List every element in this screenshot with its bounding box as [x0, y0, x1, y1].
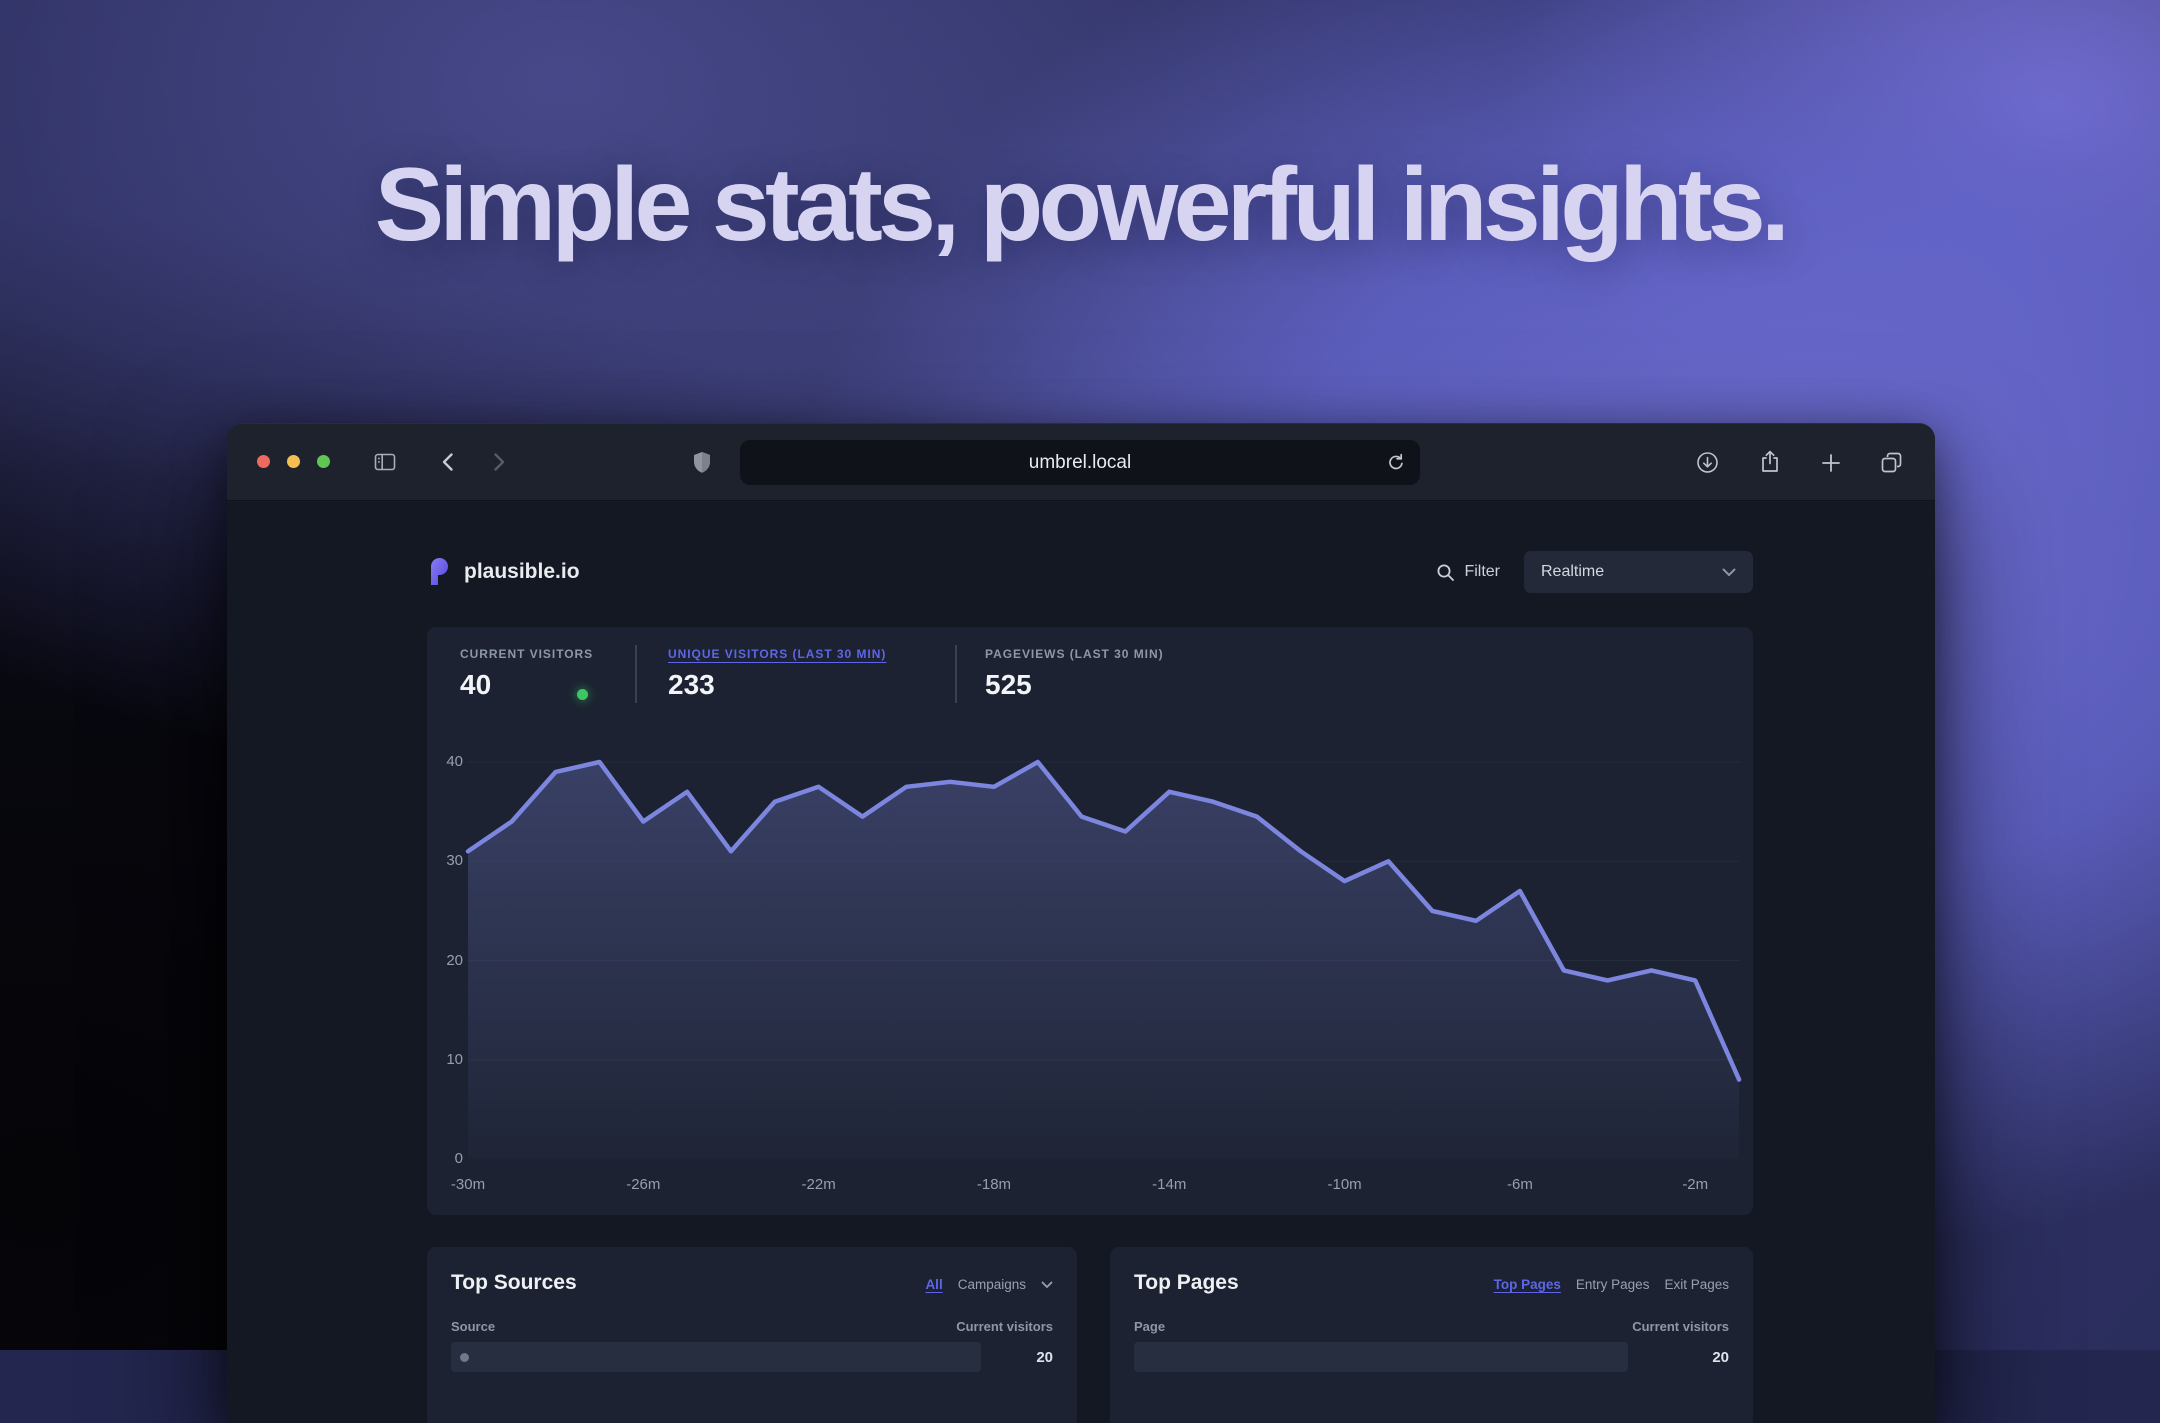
tab-entry-pages[interactable]: Entry Pages	[1576, 1277, 1650, 1292]
top-sources-title: Top Sources	[451, 1271, 577, 1295]
x-axis-label: -18m	[977, 1176, 1011, 1193]
filter-label: Filter	[1464, 563, 1500, 581]
filter-button[interactable]: Filter	[1436, 563, 1500, 582]
plus-icon	[1819, 451, 1843, 475]
tab-overview-button[interactable]	[1879, 450, 1904, 475]
plausible-logo	[427, 558, 451, 586]
visitors-panel: CURRENT VISITORS 40 UNIQUE VISITORS (LAS…	[427, 627, 1753, 1215]
back-button[interactable]	[438, 451, 460, 473]
top-sources-card: Top Sources All Campaigns Source Current…	[427, 1247, 1077, 1423]
sidebar-icon	[373, 450, 397, 474]
breakdown-row: Top Sources All Campaigns Source Current…	[427, 1247, 1753, 1423]
browser-window: umbrel.local	[227, 423, 1935, 1423]
minimize-window-button[interactable]	[287, 455, 300, 468]
source-row-value: 20	[1036, 1349, 1053, 1366]
reload-button[interactable]	[1384, 450, 1408, 477]
y-axis-label: 40	[427, 753, 463, 770]
pages-col-page: Page	[1134, 1319, 1165, 1334]
top-sources-columns: Source Current visitors	[451, 1319, 1053, 1334]
x-axis-label: -22m	[802, 1176, 836, 1193]
address-bar-url: umbrel.local	[1029, 452, 1131, 474]
new-tab-button[interactable]	[1819, 451, 1843, 475]
source-row-bar	[451, 1342, 981, 1372]
plausible-dashboard: plausible.io Filter Realtime	[427, 502, 1753, 1423]
privacy-shield-button[interactable]	[690, 450, 714, 475]
page-row-bar	[1134, 1342, 1628, 1372]
chevron-down-icon	[1722, 568, 1736, 577]
chevron-left-icon	[438, 451, 460, 473]
y-axis-label: 20	[427, 952, 463, 969]
tab-exit-pages[interactable]: Exit Pages	[1664, 1277, 1729, 1292]
x-axis-label: -26m	[626, 1176, 660, 1193]
window-controls	[257, 455, 330, 468]
share-icon	[1757, 449, 1783, 475]
source-row[interactable]: 20	[451, 1342, 1053, 1372]
x-axis-label: -14m	[1152, 1176, 1186, 1193]
x-axis-label: -10m	[1328, 1176, 1362, 1193]
pages-col-visitors: Current visitors	[1632, 1319, 1729, 1334]
y-axis-label: 0	[427, 1150, 463, 1167]
y-axis-label: 10	[427, 1051, 463, 1068]
sources-filter-all[interactable]: All	[925, 1277, 942, 1292]
forward-button[interactable]	[487, 451, 509, 473]
top-pages-title: Top Pages	[1134, 1271, 1239, 1295]
web-content: plausible.io Filter Realtime	[227, 502, 1935, 1423]
browser-toolbar: umbrel.local	[227, 424, 1935, 501]
chevron-down-icon[interactable]	[1041, 1281, 1053, 1289]
tab-overview-icon	[1879, 450, 1904, 475]
page-row[interactable]: 20	[1134, 1342, 1729, 1372]
top-sources-filters: All Campaigns	[925, 1277, 1053, 1292]
share-button[interactable]	[1757, 449, 1783, 475]
close-window-button[interactable]	[257, 455, 270, 468]
chart-area	[468, 762, 1739, 1159]
sources-filter-campaigns[interactable]: Campaigns	[958, 1277, 1026, 1292]
x-axis-label: -6m	[1507, 1176, 1533, 1193]
sources-col-visitors: Current visitors	[956, 1319, 1053, 1334]
period-select-value: Realtime	[1541, 563, 1604, 581]
period-select[interactable]: Realtime	[1524, 551, 1753, 593]
sources-col-source: Source	[451, 1319, 495, 1334]
source-favicon-dot	[460, 1353, 469, 1362]
page-row-value: 20	[1712, 1349, 1729, 1366]
reload-icon	[1384, 450, 1408, 474]
x-axis-label: -2m	[1682, 1176, 1708, 1193]
hero-title: Simple stats, powerful insights.	[0, 146, 2160, 265]
x-axis-label: -30m	[451, 1176, 485, 1193]
downloads-button[interactable]	[1695, 450, 1720, 475]
site-name: plausible.io	[464, 560, 580, 584]
download-icon	[1695, 450, 1720, 475]
dashboard-controls: Filter Realtime	[1436, 551, 1753, 593]
y-axis-label: 30	[427, 852, 463, 869]
site-brand: plausible.io	[427, 558, 580, 586]
search-icon	[1436, 563, 1455, 582]
top-pages-card: Top Pages Top Pages Entry Pages Exit Pag…	[1110, 1247, 1753, 1423]
top-pages-tabs: Top Pages Entry Pages Exit Pages	[1494, 1277, 1729, 1292]
dashboard-header: plausible.io Filter Realtime	[427, 548, 1753, 604]
shield-icon	[690, 450, 714, 475]
zoom-window-button[interactable]	[317, 455, 330, 468]
visitors-chart	[427, 627, 1753, 1215]
address-bar[interactable]: umbrel.local	[740, 440, 1420, 485]
top-pages-columns: Page Current visitors	[1134, 1319, 1729, 1334]
sidebar-toggle-button[interactable]	[373, 450, 397, 474]
chevron-right-icon	[487, 451, 509, 473]
tab-top-pages[interactable]: Top Pages	[1494, 1277, 1561, 1292]
